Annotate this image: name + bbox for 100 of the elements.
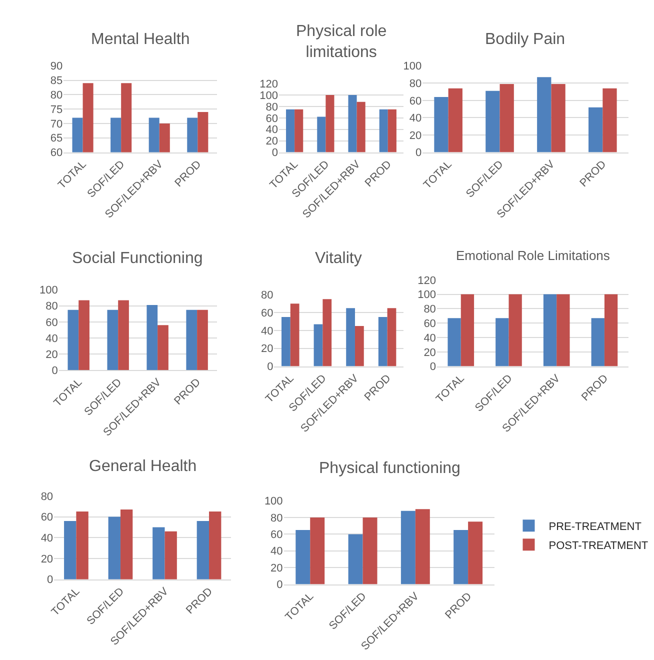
y-tick-label: 60 — [424, 318, 436, 330]
y-tick-label: 60 — [40, 512, 54, 524]
bar — [551, 84, 566, 152]
bar — [76, 512, 88, 580]
y-tick-label: 20 — [260, 343, 274, 356]
y-tick-label: 0 — [267, 361, 274, 374]
bar — [196, 520, 210, 580]
bar — [197, 310, 208, 370]
y-tick-label: 120 — [418, 274, 436, 287]
y-tick-label: 100 — [403, 60, 422, 73]
bar — [296, 530, 310, 584]
bar — [314, 324, 323, 366]
y-tick-label: 80 — [40, 490, 54, 503]
bar — [290, 304, 300, 366]
bar — [434, 96, 448, 152]
bar — [387, 308, 396, 366]
y-tick-label: 20 — [46, 348, 58, 361]
bar — [348, 534, 363, 584]
y-tick-label: 0 — [276, 579, 283, 592]
bar — [346, 308, 355, 366]
bar — [286, 109, 295, 152]
y-tick-label: 85 — [50, 75, 63, 88]
bar — [486, 90, 500, 152]
bar — [158, 325, 168, 370]
bar — [354, 326, 364, 366]
y-tick-label: 40 — [409, 112, 422, 125]
y-tick-label: 40 — [260, 325, 274, 338]
y-tick-label: 40 — [266, 124, 278, 136]
y-tick-label: 100 — [40, 284, 58, 297]
y-tick-label: 0 — [46, 574, 54, 586]
bar — [107, 310, 118, 370]
bar — [326, 94, 334, 152]
bar — [164, 531, 177, 580]
y-tick-label: 80 — [46, 300, 58, 313]
y-tick-label: 0 — [272, 147, 278, 160]
y-tick-label: 20 — [266, 136, 278, 148]
y-tick-label: 70 — [50, 118, 63, 130]
legend-label: POST-TREATMENT — [548, 540, 648, 552]
y-tick-label: 100 — [418, 289, 436, 302]
bar — [588, 107, 603, 152]
bar — [322, 299, 332, 366]
bar — [64, 520, 76, 580]
y-tick-label: 0 — [415, 147, 422, 160]
y-tick-label: 60 — [266, 112, 278, 125]
chart-title: Social Functioning — [72, 250, 203, 267]
chart-title: Physical functioning — [319, 460, 460, 477]
chart-title: Emotional Role Limitations — [456, 248, 610, 263]
y-tick-label: 20 — [424, 346, 436, 359]
legend-label: PRE-TREATMENT — [548, 520, 642, 533]
y-tick-label: 80 — [260, 289, 274, 302]
y-tick-label: 80 — [409, 78, 422, 90]
bar — [118, 300, 129, 370]
y-tick-label: 80 — [270, 512, 283, 524]
chart-title: Bodily Pain — [485, 31, 566, 48]
bar — [120, 509, 133, 580]
bar — [348, 94, 357, 152]
bar — [78, 300, 90, 370]
chart-title: Vitality — [315, 250, 362, 267]
bar — [468, 522, 483, 584]
y-tick-label: 60 — [409, 95, 422, 108]
y-tick-label: 100 — [264, 496, 283, 508]
y-tick-label: 120 — [260, 78, 278, 90]
bar — [146, 305, 158, 370]
bar — [294, 109, 304, 152]
y-tick-label: 90 — [50, 60, 63, 73]
bar — [388, 109, 396, 152]
bar — [378, 317, 388, 366]
y-tick-label: 60 — [50, 147, 63, 160]
bar — [415, 509, 430, 584]
y-tick-label: 40 — [40, 532, 54, 544]
y-tick-label: 40 — [270, 546, 283, 558]
chart-title: Mental Health — [91, 31, 190, 48]
bar — [500, 84, 514, 152]
y-tick-label: 65 — [50, 132, 63, 145]
y-tick-label: 60 — [270, 529, 283, 542]
bar — [379, 109, 388, 152]
bar — [602, 88, 617, 152]
bar — [537, 77, 552, 152]
y-tick-label: 60 — [46, 316, 58, 329]
y-tick-label: 80 — [266, 101, 278, 114]
y-tick-label: 0 — [52, 365, 58, 378]
bar — [400, 510, 416, 584]
bar — [281, 317, 290, 366]
bar — [68, 310, 79, 370]
y-tick-label: 20 — [40, 553, 54, 566]
bar — [454, 530, 468, 584]
y-tick-label: 80 — [50, 90, 63, 102]
y-tick-label: 80 — [424, 304, 436, 316]
y-tick-label: 100 — [260, 90, 278, 102]
bar — [356, 102, 366, 152]
y-tick-label: 0 — [430, 361, 436, 374]
bar — [448, 88, 462, 152]
bar — [310, 518, 325, 584]
y-tick-label: 60 — [260, 307, 274, 320]
y-tick-label: 20 — [409, 130, 422, 142]
chart-title: General Health — [89, 458, 197, 475]
bar — [186, 310, 198, 370]
y-tick-label: 20 — [270, 562, 283, 574]
bar — [152, 527, 165, 580]
bar — [209, 512, 222, 580]
